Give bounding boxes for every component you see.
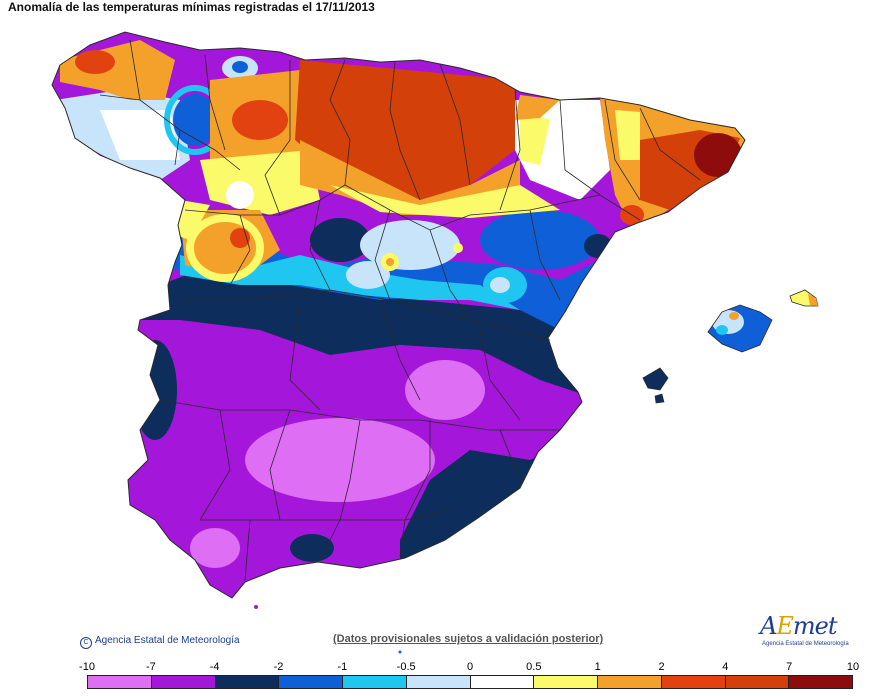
legend-label: 1	[594, 661, 601, 673]
legend-swatch	[88, 676, 152, 688]
temperature-anomaly-map	[51, 31, 819, 654]
legend-label: -10	[79, 661, 95, 673]
aemet-logo: AEmet Agencia Estatal de Meteorología	[760, 612, 850, 652]
legend-label: -1	[337, 661, 348, 673]
logo-subtitle: Agencia Estatal de Meteorología	[762, 641, 849, 647]
legend-color-bar	[87, 675, 853, 689]
legend-swatch	[470, 676, 535, 688]
legend-label: 2	[658, 661, 665, 673]
province-borders	[99, 39, 701, 581]
map-title: Anomalía de las temperaturas mínimas reg…	[8, 0, 375, 14]
credit-text: Agencia Estatal de Meteorología	[95, 635, 240, 646]
legend-swatch	[534, 676, 598, 688]
aemet-credit: C Agencia Estatal de Meteorología	[80, 635, 240, 649]
copyright-icon: C	[80, 637, 92, 649]
legend-label: -2	[273, 661, 284, 673]
legend-label: 0	[466, 661, 474, 673]
legend-swatch	[406, 676, 471, 688]
legend-label: 4	[722, 661, 729, 673]
legend-swatch	[789, 676, 852, 688]
legend-label: 7	[786, 661, 793, 673]
legend-swatch	[598, 676, 662, 688]
provisional-data-disclaimer: (Datos provisionales sujetos a validació…	[333, 633, 604, 645]
legend-label: 10	[846, 661, 860, 673]
legend-swatch	[215, 676, 280, 688]
legend-swatch	[151, 676, 216, 688]
legend-labels: -10 -7 -4 -2 -1 -0.5 0 0.5 1 2 4 7 10	[0, 661, 870, 675]
legend-label: -4	[209, 661, 220, 673]
legend-label: 0.5	[526, 661, 542, 673]
map-svg	[51, 31, 819, 654]
legend-label: -7	[145, 661, 156, 673]
mainland-outline	[51, 31, 746, 599]
logo-wordmark: AEmet	[760, 612, 837, 640]
legend-swatch	[661, 676, 726, 688]
legend-swatch	[725, 676, 790, 688]
legend-swatch	[279, 676, 343, 688]
legend-swatch	[343, 676, 407, 688]
legend-label: -0.5	[396, 661, 416, 673]
